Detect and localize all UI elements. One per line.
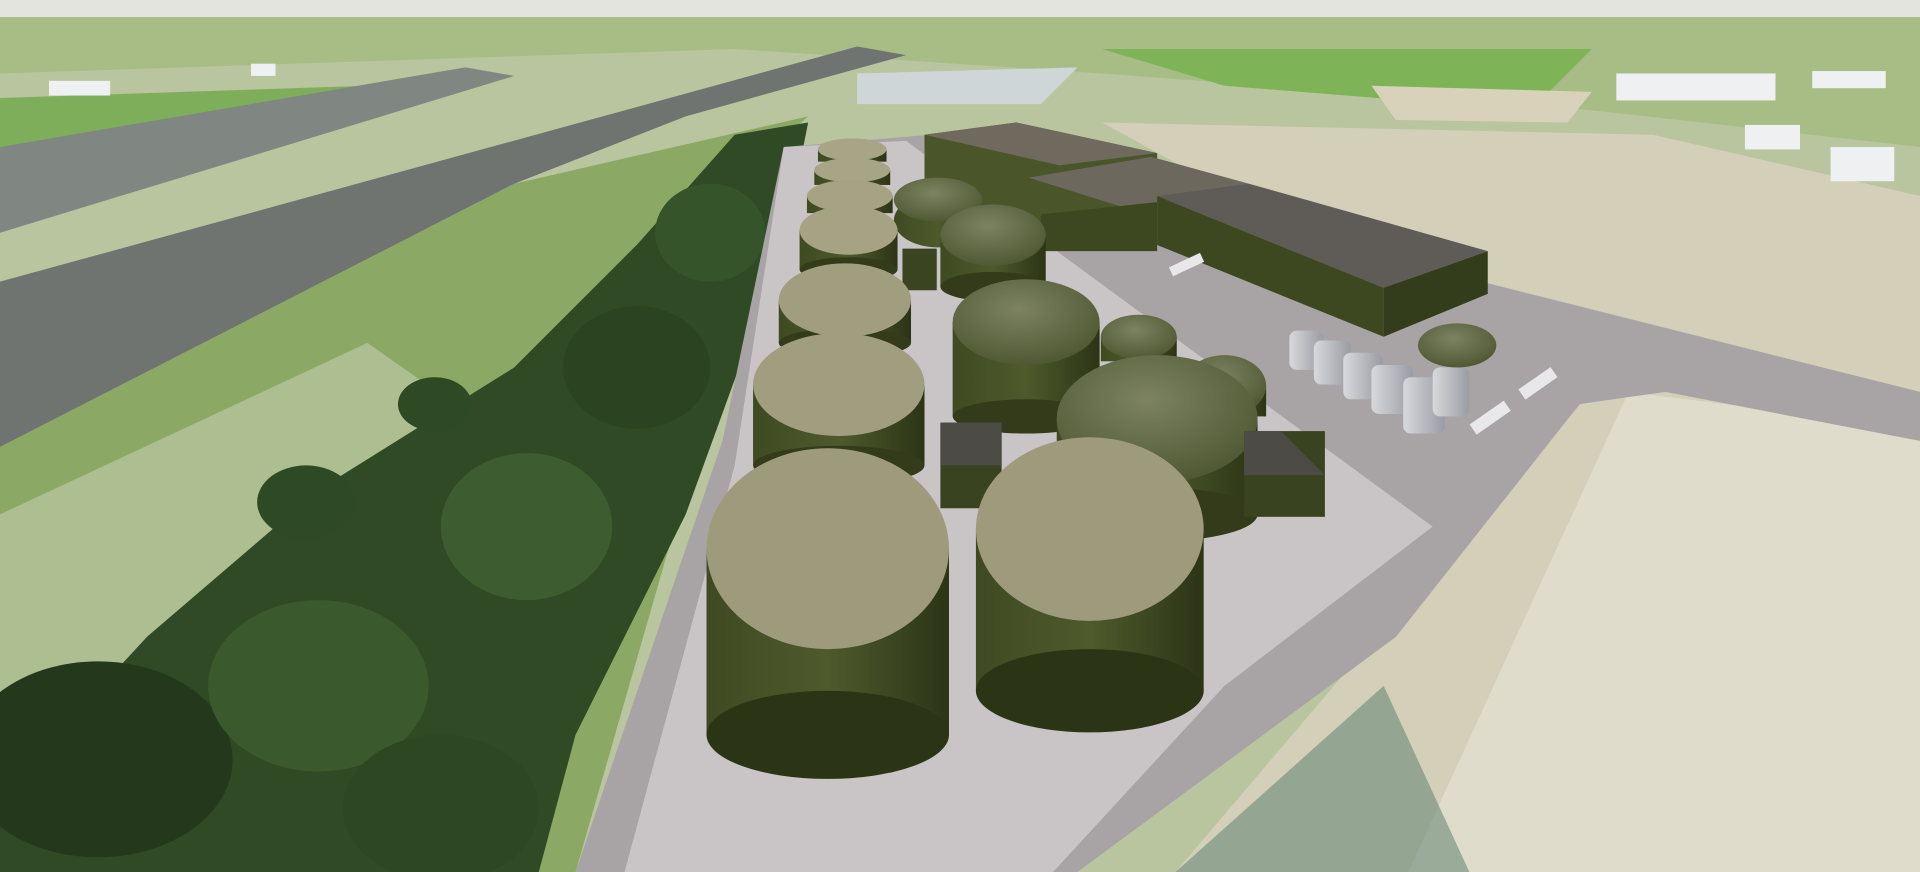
main-building — [924, 122, 1488, 337]
pump-house-roof — [1244, 431, 1325, 476]
sandy-plot-front — [1408, 391, 1920, 872]
shadow-water — [1175, 685, 1470, 872]
tank — [814, 157, 891, 185]
pump-house-roof — [940, 422, 1002, 466]
tree-band — [0, 122, 809, 872]
pump-house — [902, 248, 937, 291]
small-dome — [1417, 323, 1497, 368]
tanks — [706, 138, 1325, 779]
tank — [706, 448, 949, 779]
pond — [857, 67, 1078, 105]
river-far — [0, 67, 515, 233]
tank — [817, 138, 887, 162]
horizon-haze — [0, 0, 1920, 18]
sand-field — [1371, 85, 1592, 123]
trucks — [1168, 252, 1558, 435]
tank — [975, 437, 1204, 733]
tank — [1100, 314, 1177, 362]
distant-buildings — [48, 63, 1895, 182]
river — [0, 46, 907, 448]
meadow-light — [0, 342, 490, 735]
silos — [1289, 330, 1470, 434]
